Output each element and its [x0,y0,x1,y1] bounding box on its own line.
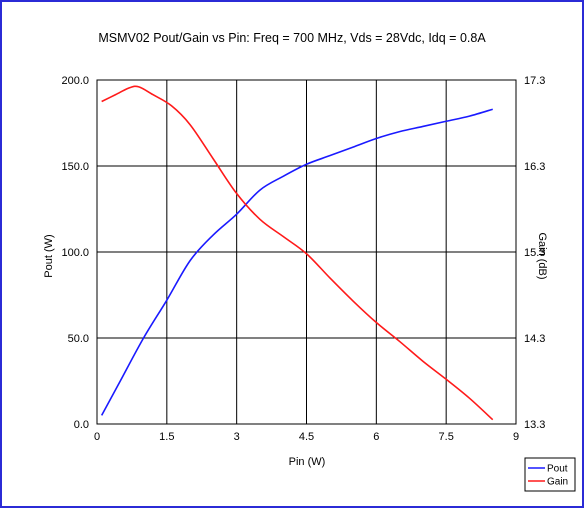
x-tick-label: 9 [513,431,519,443]
tick-labels: 0 1.5 3 4.5 6 7.5 9 0.0 50.0 100.0 150.0 200.0 13.3 1… [61,75,545,443]
legend-label-pout: Pout [547,464,568,475]
y-right-tick-label: 14.3 [524,333,545,345]
y-right-tick-label: 17.3 [524,75,545,87]
plot-area [96,79,517,425]
y-right-tick-label: 13.3 [524,419,545,431]
chart-title: MSMV02 Pout/Gain vs Pin: Freq = 700 MHz,… [98,31,486,45]
y-left-tick-label: 200.0 [61,75,89,87]
y-axis-left-label: Pout (W) [43,234,55,277]
x-tick-label: 0 [94,431,100,443]
series-line-gain [101,85,494,421]
grid [96,79,517,425]
x-tick-label: 1.5 [159,431,174,443]
y-right-tick-label: 15.3 [524,247,545,259]
x-tick-label: 7.5 [439,431,454,443]
legend-box [524,457,576,492]
x-tick-label: 6 [373,431,379,443]
y-axis-right-label: Gain (dB) [536,232,548,279]
x-tick-label: 3 [234,431,240,443]
legend: Pout Gain [524,457,576,492]
y-right-tick-label: 16.3 [524,161,545,173]
legend-label-gain: Gain [547,477,568,488]
y-left-tick-label: 50.0 [68,333,89,345]
x-axis-label: Pin (W) [289,456,326,468]
series-line-pout [100,108,493,416]
y-left-tick-label: 100.0 [61,247,89,259]
y-left-tick-label: 150.0 [61,161,89,173]
y-left-tick-label: 0.0 [74,419,89,431]
series-lines [100,85,494,421]
x-tick-label: 4.5 [299,431,314,443]
